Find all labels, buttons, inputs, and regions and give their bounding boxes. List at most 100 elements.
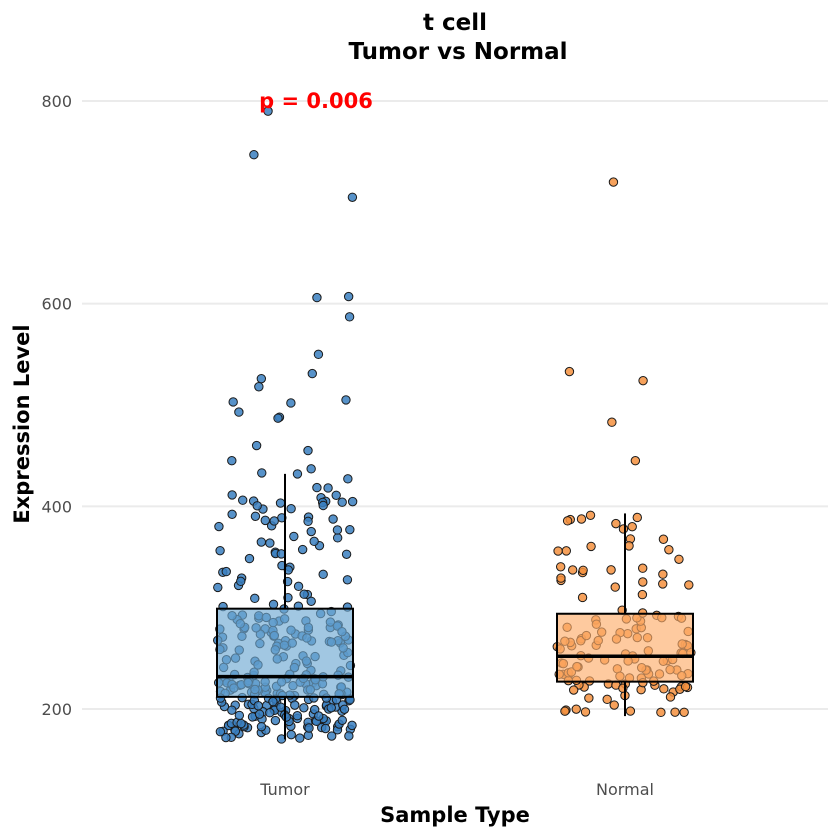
data-point-tumor <box>234 407 244 417</box>
data-point-tumor <box>306 526 316 537</box>
data-point-tumor <box>345 524 355 535</box>
data-point-tumor <box>339 704 350 714</box>
data-point-tumor <box>265 538 275 548</box>
data-point-tumor <box>286 729 296 740</box>
data-point-normal <box>577 592 588 603</box>
data-point-normal <box>608 177 619 187</box>
data-point-tumor <box>318 569 328 580</box>
data-point-tumor <box>331 490 341 500</box>
data-point-tumor <box>341 395 351 405</box>
y-tick-label-400: 400 <box>41 497 72 516</box>
data-point-tumor <box>326 703 336 713</box>
data-point-tumor <box>318 500 328 511</box>
data-point-normal <box>568 685 579 695</box>
data-point-normal <box>584 693 594 703</box>
x-tick-label-tumor: Tumor <box>259 780 310 799</box>
data-point-tumor <box>295 733 305 743</box>
x-tick-label-normal: Normal <box>596 780 654 799</box>
data-point-tumor <box>275 498 286 508</box>
data-point-tumor <box>252 501 262 511</box>
data-point-tumor <box>312 292 322 303</box>
data-point-tumor <box>244 553 255 564</box>
data-point-normal <box>562 516 573 526</box>
data-point-tumor <box>265 708 275 718</box>
data-point-tumor <box>234 710 245 721</box>
data-point-normal <box>610 582 620 592</box>
y-tick-label-800: 800 <box>41 92 72 111</box>
data-point-normal <box>561 546 572 556</box>
data-point-tumor <box>347 496 358 507</box>
data-point-tumor <box>270 715 281 726</box>
data-point-tumor <box>228 397 238 407</box>
data-point-tumor <box>227 509 237 520</box>
data-point-tumor <box>286 504 296 514</box>
data-point-tumor <box>309 536 319 547</box>
data-point-tumor <box>253 701 263 711</box>
data-point-normal <box>674 554 684 564</box>
data-point-tumor <box>342 575 353 585</box>
gridlines <box>82 100 828 710</box>
data-point-tumor <box>215 545 225 556</box>
boxes <box>216 473 694 740</box>
data-point-normal <box>560 706 570 716</box>
data-point-tumor <box>297 544 308 555</box>
data-point-tumor <box>320 723 331 734</box>
data-point-tumor <box>257 468 267 478</box>
y-tick-label-200: 200 <box>41 700 72 719</box>
data-point-normal <box>658 534 669 544</box>
chart-subtitle: Tumor vs Normal <box>348 39 567 65</box>
data-point-normal <box>664 545 674 555</box>
data-point-tumor <box>292 711 303 721</box>
data-point-tumor <box>254 382 264 392</box>
data-point-normal <box>567 565 578 575</box>
data-point-normal <box>627 521 637 532</box>
data-point-tumor <box>268 696 278 707</box>
data-point-tumor <box>238 495 248 505</box>
y-tick-label-600: 600 <box>41 295 72 314</box>
data-point-tumor <box>303 516 313 527</box>
data-point-tumor <box>221 566 231 577</box>
data-point-tumor <box>307 368 317 379</box>
data-point-normal <box>684 580 694 590</box>
data-point-tumor <box>343 291 354 302</box>
data-point-tumor <box>343 474 353 484</box>
data-point-normal <box>632 512 642 523</box>
data-point-tumor <box>313 349 324 360</box>
data-point-normal <box>580 707 591 717</box>
data-point-tumor <box>337 715 347 725</box>
data-point-tumor <box>269 516 279 526</box>
data-point-tumor <box>227 490 237 500</box>
data-point-tumor <box>227 456 237 466</box>
data-point-tumor <box>263 106 273 116</box>
data-point-tumor <box>312 482 322 493</box>
data-point-tumor <box>236 718 246 729</box>
data-point-tumor <box>251 440 262 451</box>
data-point-tumor <box>281 712 292 722</box>
data-point-tumor <box>256 373 267 384</box>
data-point-tumor <box>306 464 316 474</box>
data-point-tumor <box>227 705 237 715</box>
data-point-tumor <box>344 312 355 322</box>
data-point-normal <box>630 456 641 466</box>
y-axis-title: Expression Level <box>10 324 34 523</box>
data-point-tumor <box>221 732 231 743</box>
data-point-normal <box>638 563 648 573</box>
data-point-tumor <box>332 525 343 535</box>
data-point-tumor <box>341 549 352 559</box>
data-point-tumor <box>332 533 343 543</box>
data-point-tumor <box>273 413 283 423</box>
data-point-normal <box>602 694 612 705</box>
chart-title: t cell <box>423 10 487 36</box>
data-point-normal <box>618 524 629 534</box>
data-point-tumor <box>304 723 314 733</box>
data-point-tumor <box>337 497 347 507</box>
data-point-tumor <box>299 589 309 599</box>
data-point-tumor <box>347 720 357 731</box>
data-point-normal <box>658 569 668 579</box>
data-point-normal <box>553 546 563 556</box>
data-point-tumor <box>249 150 259 160</box>
data-point-tumor <box>256 721 267 732</box>
data-point-normal <box>585 510 596 520</box>
data-point-tumor <box>276 702 286 712</box>
